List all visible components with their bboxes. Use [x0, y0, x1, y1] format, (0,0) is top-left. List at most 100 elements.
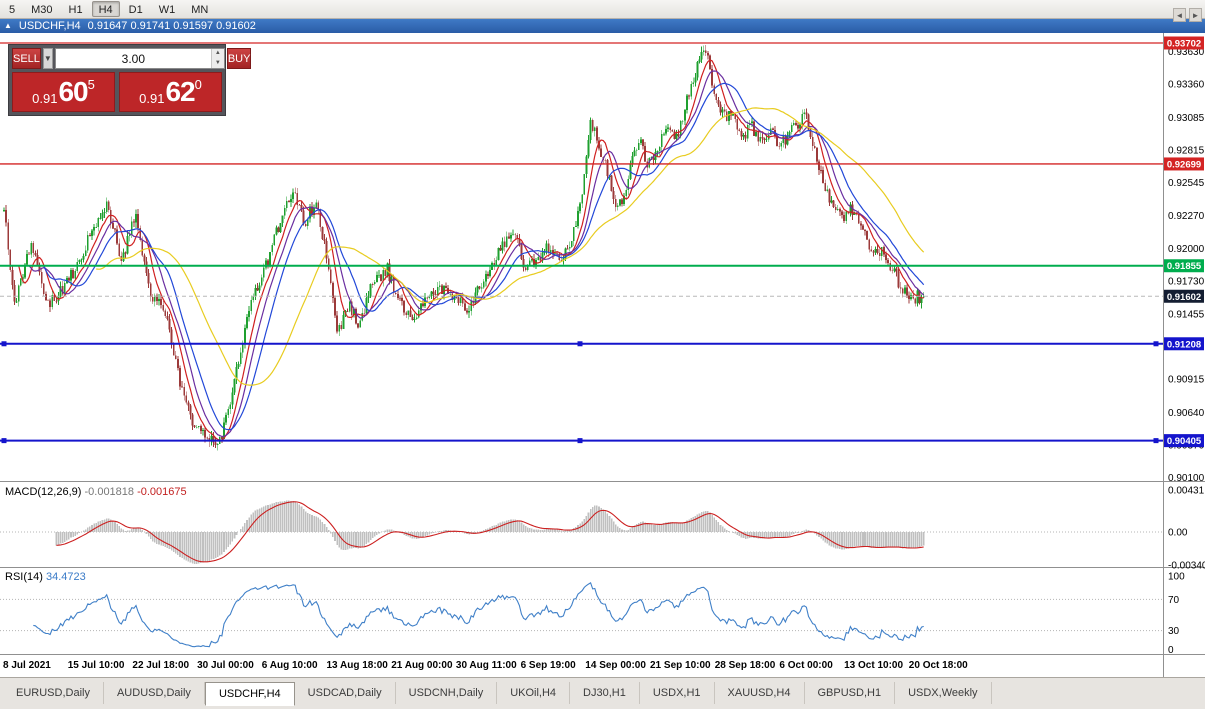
chart-tab-usdx-weekly[interactable]: USDX,Weekly	[895, 682, 992, 704]
line-handle[interactable]	[1, 438, 7, 444]
macd-pane	[0, 500, 1163, 564]
time-axis-label: 6 Oct 00:00	[779, 660, 833, 671]
level-price-tag[interactable]: 0.93702	[1164, 36, 1204, 50]
chart-tab-ukoil-h4[interactable]: UKOil,H4	[497, 682, 571, 704]
collapse-icon: ▲	[4, 21, 12, 30]
volume-stepper: ▲ ▼	[210, 49, 224, 68]
chart-tab-audusd-daily[interactable]: AUDUSD,Daily	[104, 682, 205, 704]
price-chart[interactable]: 0.93630 0.93360 0.93085 0.92815 0.92545 0.922…	[0, 33, 1205, 677]
level-price-tag[interactable]: 0.91208	[1164, 337, 1204, 351]
chart-tab-usdcad-daily[interactable]: USDCAD,Daily	[295, 682, 396, 704]
sell-price-pip-digit: 5	[87, 77, 95, 92]
volume-step-down-icon[interactable]: ▼	[211, 58, 224, 68]
macd-axis-label: -0.00340	[1168, 561, 1205, 572]
price-tag-text: 0.92699	[1167, 159, 1201, 170]
sell-price-display[interactable]: 0.91 60 5	[12, 72, 115, 112]
time-axis-label: 13 Aug 18:00	[327, 660, 389, 671]
current-price-tag[interactable]: 0.91602	[1164, 289, 1204, 303]
macd-signal-line	[56, 501, 924, 563]
tab-scroll-left-icon[interactable]: ◄	[1173, 8, 1186, 22]
chart-tab-usdx-h1[interactable]: USDX,H1	[640, 682, 715, 704]
chart-tab-eurusd-daily[interactable]: EURUSD,Daily	[3, 682, 104, 704]
time-axis-label: 14 Sep 00:00	[585, 660, 646, 671]
time-axis-label: 15 Jul 10:00	[68, 660, 125, 671]
timeframe-button-5[interactable]: 5	[9, 4, 16, 16]
line-handle[interactable]	[577, 438, 583, 444]
price-axis-label: 0.92545	[1168, 178, 1205, 189]
price-axis-label: 0.93630	[1168, 47, 1205, 58]
ma-line-45	[96, 107, 925, 386]
macd-main-value: -0.001818	[84, 486, 135, 498]
price-tag-text: 0.91602	[1167, 292, 1201, 303]
price-axis-label: 0.93085	[1168, 113, 1205, 124]
ma-line-20	[43, 82, 925, 431]
macd-axis-label: 0.00	[1168, 528, 1188, 539]
line-handle[interactable]	[1153, 438, 1159, 444]
price-tag-text: 0.93702	[1167, 39, 1201, 50]
price-axis-label: 0.90640	[1168, 408, 1205, 419]
timeframe-button-h4[interactable]: H4	[91, 1, 120, 17]
level-price-tag[interactable]: 0.92699	[1164, 157, 1204, 170]
chart-tab-dj30-h1[interactable]: DJ30,H1	[570, 682, 640, 704]
rsi-axis-label: 30	[1168, 626, 1180, 637]
timeframe-button-d1[interactable]: D1	[128, 4, 143, 16]
time-axis-label: 21 Sep 10:00	[650, 660, 711, 671]
chart-window-titlebar: ▲ USDCHF,H4 0.91647 0.91741 0.91597 0.91…	[0, 19, 1205, 33]
buy-button[interactable]: BUY	[226, 48, 252, 69]
buy-price-display[interactable]: 0.91 62 0	[119, 72, 222, 112]
time-axis-label: 22 Jul 18:00	[132, 660, 189, 671]
timeframe-button-h1[interactable]: H1	[68, 4, 83, 16]
line-handle[interactable]	[1153, 341, 1159, 347]
chart-tab-xauusd-h4[interactable]: XAUUSD,H4	[715, 682, 805, 704]
timeframe-button-w1[interactable]: W1	[158, 4, 176, 16]
rsi-name: RSI(14)	[5, 571, 43, 583]
level-price-tag[interactable]: 0.91855	[1164, 259, 1204, 273]
macd-name: MACD(12,26,9)	[5, 486, 82, 498]
candlesticks	[3, 45, 925, 451]
time-axis-label: 6 Aug 10:00	[262, 660, 318, 671]
price-axis-label: 0.91455	[1168, 309, 1205, 320]
timeframe-toolbar: 5 M30 H1 H4 D1 W1 MN	[0, 0, 1205, 19]
volume-dropdown-icon[interactable]: ▼	[42, 48, 53, 69]
price-axis-label: 0.90100	[1168, 473, 1205, 484]
line-handle[interactable]	[577, 341, 583, 347]
sell-price-prefix: 0.91	[32, 91, 58, 106]
volume-input[interactable]	[55, 49, 211, 68]
volume-field: ▲ ▼	[54, 48, 225, 69]
buy-price-pip-digit: 0	[194, 77, 202, 92]
ma-line-8	[18, 59, 924, 442]
price-tag-text: 0.91855	[1167, 261, 1202, 272]
chart-tab-gbpusd-h1[interactable]: GBPUSD,H1	[805, 682, 896, 704]
ma-line-13	[28, 70, 925, 438]
chart-tab-usdchf-h4[interactable]: USDCHF,H4	[204, 682, 295, 706]
time-axis-label: 21 Aug 00:00	[391, 660, 453, 671]
time-axis-label: 13 Oct 10:00	[844, 660, 903, 671]
price-axis-label: 0.93360	[1168, 80, 1205, 91]
chart-symbol-title: USDCHF,H4	[18, 20, 81, 32]
sell-price-big-digits: 60	[58, 76, 88, 107]
timeframe-button-m30[interactable]: M30	[31, 4, 53, 16]
rsi-axis-label: 0	[1168, 645, 1174, 656]
sell-button[interactable]: SELL	[12, 48, 41, 69]
level-price-tag[interactable]: 0.90405	[1164, 434, 1204, 448]
chart-ohlc-readout: 0.91647 0.91741 0.91597 0.91602	[87, 20, 256, 32]
line-handle[interactable]	[1, 341, 7, 347]
tab-scroll-right-icon[interactable]: ►	[1189, 8, 1202, 22]
chart-tab-usdcnh-daily[interactable]: USDCNH,Daily	[396, 682, 498, 704]
volume-step-up-icon[interactable]: ▲	[211, 49, 224, 59]
price-axis-label: 0.92815	[1168, 145, 1205, 156]
rsi-axis-label: 70	[1168, 595, 1180, 606]
macd-signal-value: -0.001675	[137, 486, 187, 498]
rsi-axis-label: 100	[1168, 572, 1185, 583]
buy-price-prefix: 0.91	[139, 91, 165, 106]
price-axis-label: 0.90915	[1168, 375, 1205, 386]
time-axis-label: 8 Jul 2021	[3, 660, 51, 671]
timeframe-button-mn[interactable]: MN	[191, 4, 209, 16]
price-axis-label: 0.92000	[1168, 244, 1205, 255]
time-axis-label: 6 Sep 19:00	[521, 660, 576, 671]
price-axis-background	[1164, 33, 1205, 677]
rsi-pane	[0, 598, 1163, 632]
time-axis-label: 20 Oct 18:00	[909, 660, 968, 671]
rsi-line	[33, 581, 924, 648]
